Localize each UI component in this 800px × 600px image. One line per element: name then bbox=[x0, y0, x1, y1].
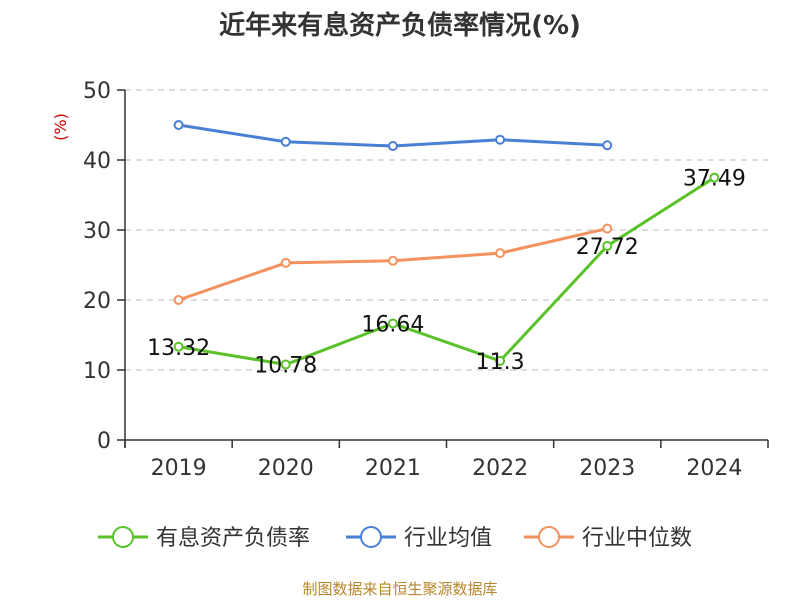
y-tick-label-10: 10 bbox=[83, 359, 111, 384]
y-tick-label-0: 0 bbox=[97, 429, 111, 454]
data-point-0-2020 bbox=[280, 359, 291, 370]
source-note: 制图数据来自恒生聚源数据库 bbox=[302, 580, 497, 598]
series-lines bbox=[173, 120, 720, 370]
y-tick-label-20: 20 bbox=[83, 289, 111, 314]
legend-label-2: 行业中位数 bbox=[582, 526, 692, 551]
data-label-2019: 13.32 bbox=[147, 336, 210, 361]
data-label-2021: 16.64 bbox=[361, 313, 424, 338]
data-label-2024: 37.49 bbox=[683, 167, 746, 192]
data-point-0-2019 bbox=[173, 341, 184, 352]
y-tick-label-30: 30 bbox=[83, 219, 111, 244]
data-point-0-2022 bbox=[495, 355, 506, 366]
x-tick-label-2022: 2022 bbox=[472, 456, 528, 481]
axes: 0 10 20 30 40 50 2019 2020 2021 2022 2023 2024 bbox=[83, 79, 769, 481]
data-point-0-2024 bbox=[709, 172, 720, 183]
y-axis-unit: (%) bbox=[51, 113, 70, 141]
chart-title: 近年来有息资产负债率情况(%) bbox=[219, 10, 581, 41]
y-tick-label-40: 40 bbox=[83, 149, 111, 174]
data-point-2-2022 bbox=[495, 248, 506, 259]
data-point-2-2021 bbox=[387, 255, 398, 266]
data-point-1-2019 bbox=[173, 120, 184, 130]
data-point-1-2021 bbox=[387, 141, 398, 151]
data-label-2022: 11.3 bbox=[476, 350, 525, 375]
data-point-0-2021 bbox=[387, 318, 398, 329]
x-tick-label-2019: 2019 bbox=[151, 456, 207, 481]
legend-label-0: 有息资产负债率 bbox=[156, 526, 310, 551]
data-point-2-2019 bbox=[173, 295, 184, 305]
series-line-0 bbox=[178, 176, 716, 367]
y-tick-label-50: 50 bbox=[83, 79, 111, 104]
data-point-1-2020 bbox=[280, 136, 291, 147]
data-label-2023: 27.72 bbox=[576, 235, 639, 260]
data-point-0-2023 bbox=[602, 240, 613, 251]
legend-marker-2 bbox=[538, 526, 560, 548]
legend-marker-0 bbox=[112, 526, 134, 548]
data-point-2-2023 bbox=[602, 223, 613, 234]
x-tick-label-2021: 2021 bbox=[365, 456, 421, 481]
data-label-2020: 10.78 bbox=[254, 354, 317, 379]
grid-lines bbox=[125, 89, 768, 371]
legend-label-1: 行业均值 bbox=[404, 526, 492, 551]
x-tick-label-2024: 2024 bbox=[686, 456, 742, 481]
data-point-2-2020 bbox=[280, 257, 291, 268]
x-tick-label-2023: 2023 bbox=[579, 456, 635, 481]
legend: 有息资产负债率 行业均值 行业中位数 bbox=[98, 526, 692, 551]
data-point-1-2022 bbox=[495, 134, 506, 145]
x-tick-label-2020: 2020 bbox=[258, 456, 314, 481]
data-point-1-2023 bbox=[602, 140, 613, 151]
data-labels: 13.32 10.78 16.64 11.3 27.72 37.49 bbox=[147, 167, 746, 379]
legend-marker-1 bbox=[360, 526, 382, 548]
